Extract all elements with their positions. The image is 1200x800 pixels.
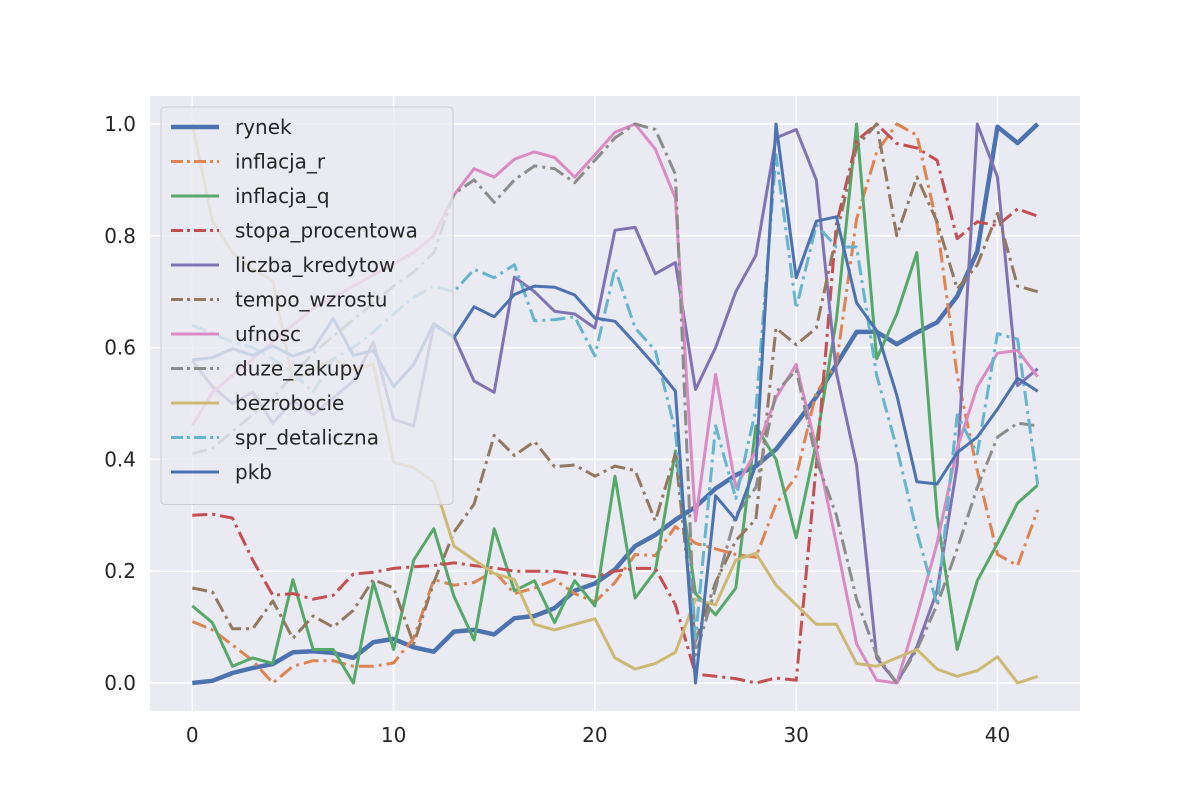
legend-label: tempo_wzrostu	[235, 288, 387, 312]
legend-label: ufnosc	[235, 322, 301, 346]
legend-label: stopa_procentowa	[235, 219, 418, 243]
y-tick-label: 0.0	[104, 671, 136, 695]
y-tick-label: 0.4	[104, 447, 136, 471]
legend-label: liczba_kredytow	[235, 253, 395, 277]
legend-label: spr_detaliczna	[235, 426, 379, 450]
legend-label: pkb	[235, 460, 272, 484]
y-tick-label: 0.6	[104, 336, 136, 360]
legend-label: rynek	[235, 115, 292, 139]
y-tick-label: 0.2	[104, 559, 136, 583]
legend-label: inflacja_r	[235, 150, 326, 174]
x-tick-label: 20	[582, 723, 607, 747]
y-tick-label: 0.8	[104, 224, 136, 248]
legend: rynek inflacja_r inflacja_q stopa_procentow…	[160, 106, 454, 505]
legend-label: bezrobocie	[235, 391, 344, 415]
legend-box	[160, 106, 454, 505]
series-line-duze-zakupy	[191, 122, 1038, 685]
series-line-rynek	[192, 122, 1040, 686]
x-tick-label: 10	[381, 723, 406, 747]
x-tick-label: 0	[186, 723, 199, 747]
x-tick-label: 40	[985, 723, 1010, 747]
tick-labels: 0 10 20 30 40 0.0 0.2 0.4 0.6 0.8 1.0	[104, 112, 1010, 747]
series-line-inflacja-r	[191, 122, 1040, 685]
legend-label: inflacja_q	[235, 184, 330, 208]
legend-label: duze_zakupy	[235, 357, 364, 381]
series-line-tempo-wzrostu	[192, 122, 1039, 646]
series-line-stopa-procentowa	[192, 122, 1039, 685]
series-line-inflacja-q	[191, 122, 1039, 685]
y-tick-label: 1.0	[104, 112, 136, 136]
x-tick-label: 30	[783, 723, 808, 747]
